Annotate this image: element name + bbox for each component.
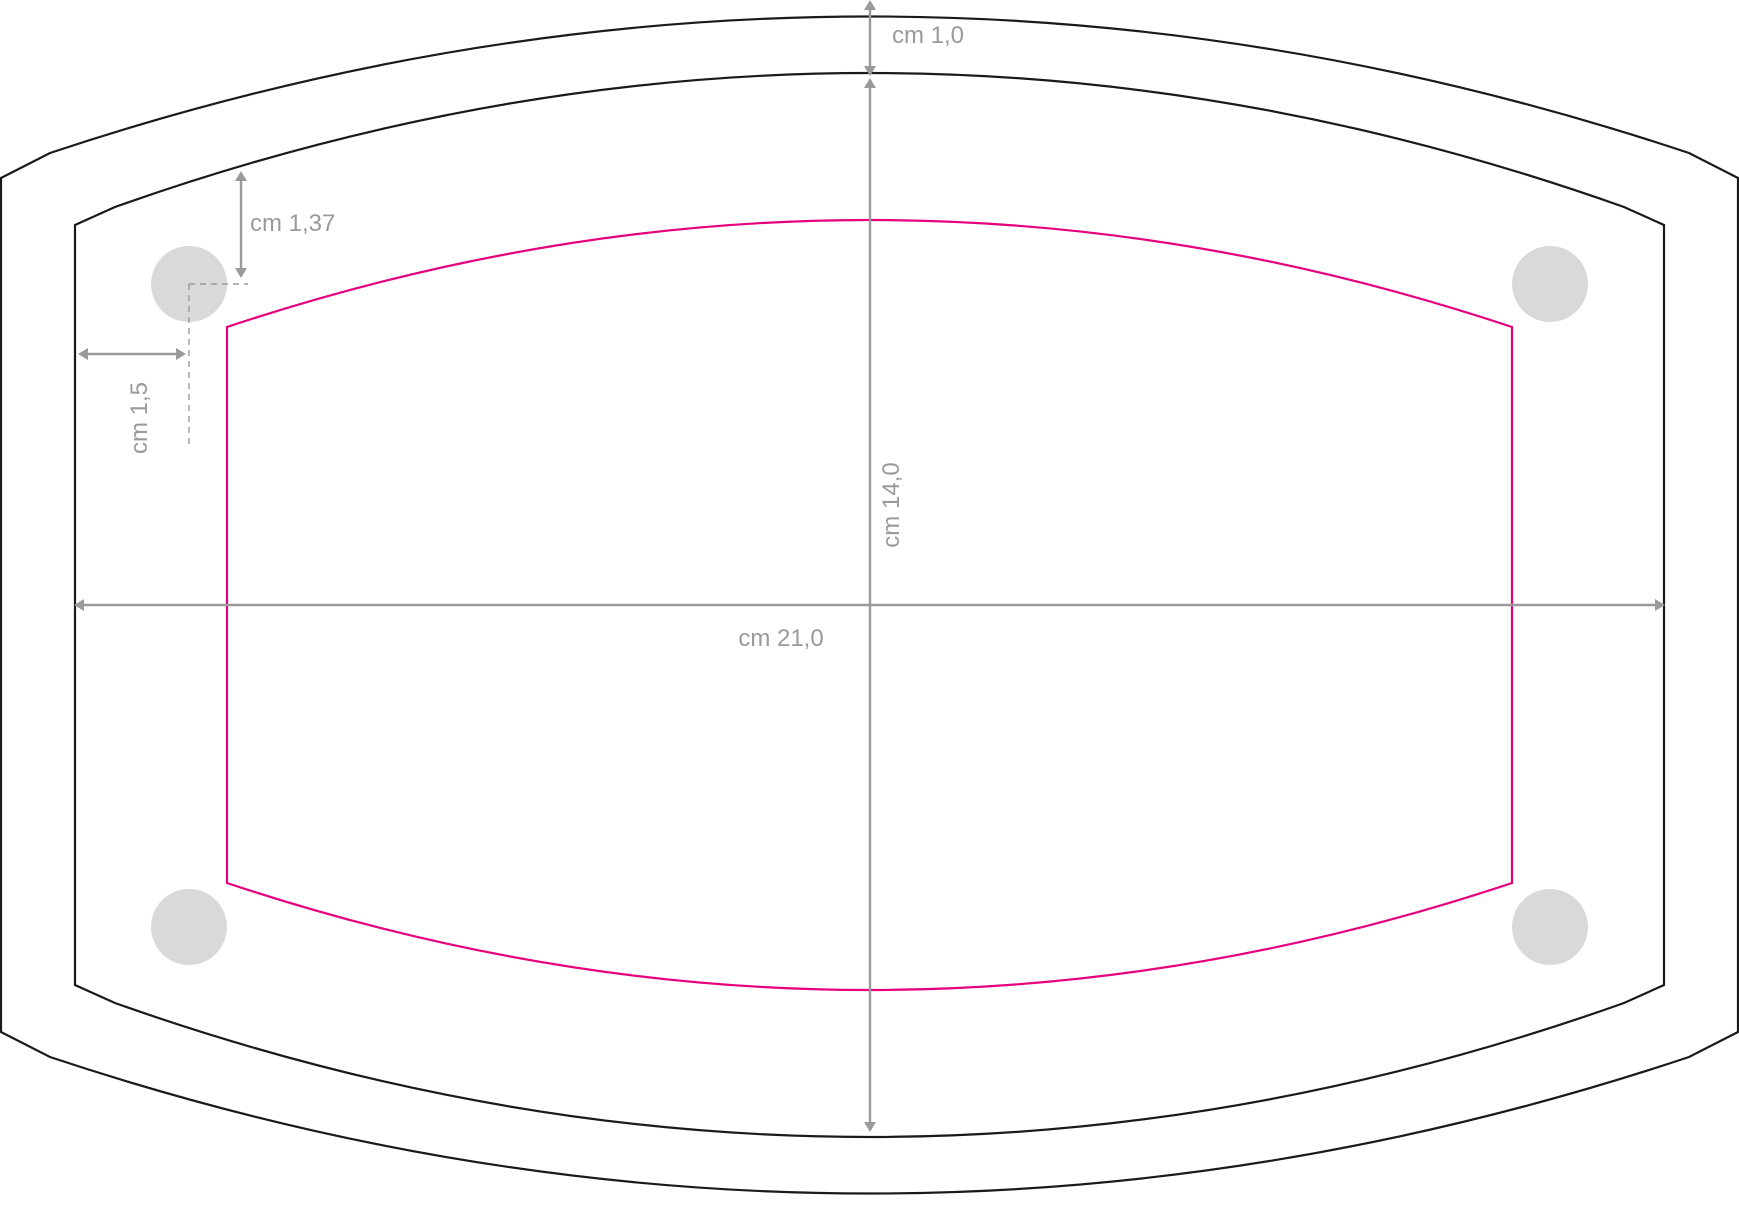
label-hole-offset-top: cm 1,37	[250, 210, 335, 237]
label-margin-top: cm 1,0	[892, 22, 964, 49]
dimension-hole-offset-top: cm 1,37	[235, 171, 335, 278]
hole-bottom-right	[1512, 889, 1588, 965]
dimension-width: cm 21,0	[74, 599, 1665, 652]
label-width: cm 21,0	[738, 625, 823, 652]
hole-bottom-left	[151, 889, 227, 965]
dimension-hole-offset-side: cm 1,5	[78, 348, 186, 454]
safe-zone-outline	[225, 218, 1514, 992]
label-height: cm 14,0	[878, 462, 905, 547]
hole-top-right	[1512, 246, 1588, 322]
dimension-margin-top: cm 1,0	[864, 0, 964, 76]
outer-cut-outline	[0, 15, 1739, 1195]
trim-outline	[73, 71, 1666, 1139]
label-hole-offset-side: cm 1,5	[126, 382, 153, 454]
